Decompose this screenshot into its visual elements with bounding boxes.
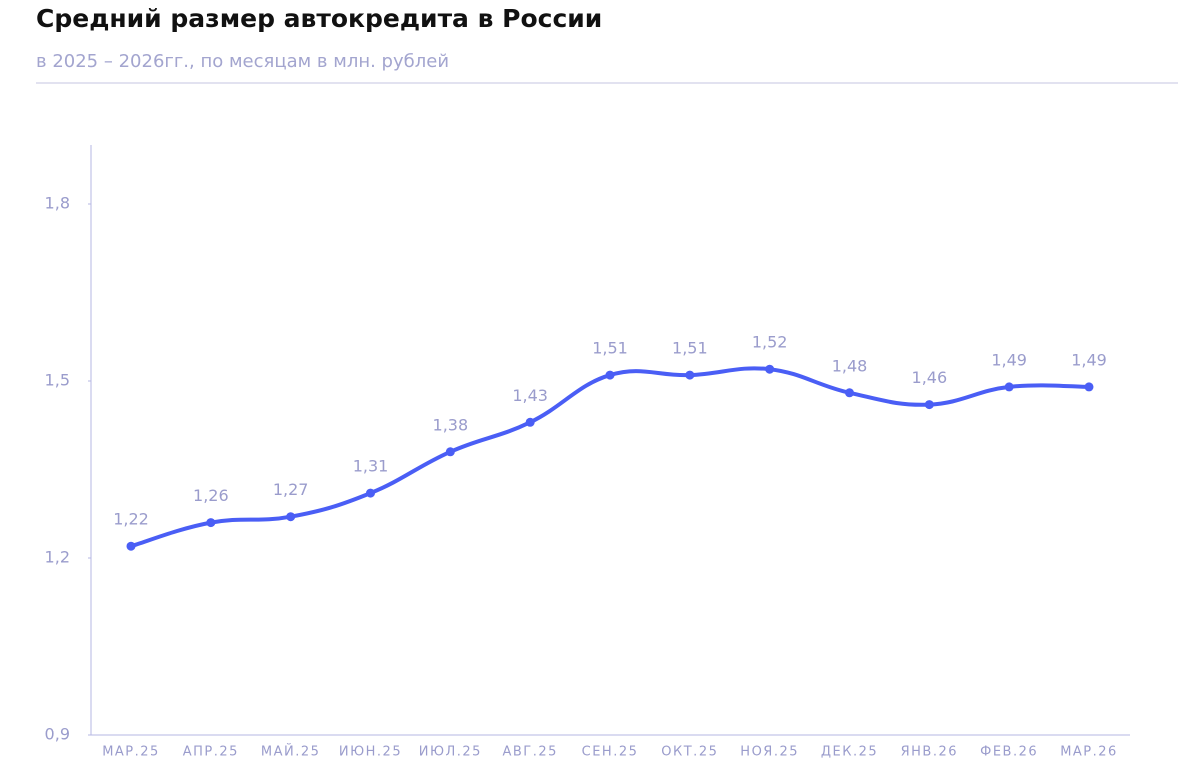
value-label: 1,46 <box>912 368 948 387</box>
x-tick-label: ДЕК.25 <box>821 745 878 760</box>
x-tick-label: МАЙ.25 <box>261 744 321 760</box>
point <box>206 518 216 528</box>
point <box>1084 382 1094 392</box>
chart-subtitle: в 2025 – 2026гг., по месяцам в млн. рубл… <box>36 51 449 72</box>
point <box>605 370 615 380</box>
value-label: 1,51 <box>672 339 708 358</box>
y-tick-label: 0,9 <box>45 725 70 744</box>
x-tick-label: АПР.25 <box>183 745 239 760</box>
x-tick-label: ИЮН.25 <box>339 745 402 760</box>
point <box>845 388 854 398</box>
value-label: 1,43 <box>512 386 548 405</box>
value-label: 1,49 <box>1071 350 1107 369</box>
y-tick-label: 1,2 <box>45 548 70 567</box>
y-tick-label: 1,8 <box>45 194 70 213</box>
value-label: 1,51 <box>592 339 628 358</box>
point <box>525 417 535 427</box>
x-tick-label: МАР.26 <box>1060 745 1118 760</box>
x-tick-label: АВГ.25 <box>502 745 557 760</box>
x-tick-label: ИЮЛ.25 <box>419 745 482 760</box>
point <box>126 541 136 551</box>
value-label: 1,27 <box>273 480 309 499</box>
point <box>366 488 375 498</box>
point <box>1004 382 1014 392</box>
point <box>286 512 296 522</box>
x-tick-label: ФЕВ.26 <box>980 745 1038 760</box>
x-tick-label: СЕН.25 <box>582 745 639 760</box>
value-label: 1,52 <box>752 333 788 352</box>
value-label: 1,48 <box>832 356 868 375</box>
value-label: 1,49 <box>991 350 1027 369</box>
chart-title: Средний размер автокредита в России <box>36 4 602 33</box>
x-tick-label: НОЯ.25 <box>740 745 799 760</box>
value-label: 1,26 <box>193 486 229 505</box>
point <box>765 364 775 374</box>
point <box>924 400 934 410</box>
line <box>129 366 1091 549</box>
point <box>685 370 695 380</box>
x-tick-label: ОКТ.25 <box>661 745 718 760</box>
y-tick-label: 1,5 <box>45 371 70 390</box>
value-label: 1,22 <box>113 510 149 529</box>
point <box>445 447 455 457</box>
x-tick-label: МАР.25 <box>102 745 160 760</box>
x-tick-label: ЯНВ.26 <box>901 745 958 760</box>
value-label: 1,38 <box>433 415 469 434</box>
value-label: 1,31 <box>353 457 389 476</box>
